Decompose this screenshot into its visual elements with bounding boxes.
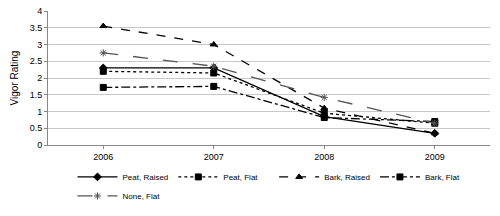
svg-text:Vigor Rating: Vigor Rating <box>9 51 20 106</box>
svg-text:1.5: 1.5 <box>30 90 43 100</box>
svg-text:4: 4 <box>37 6 42 16</box>
svg-text:2.5: 2.5 <box>30 56 43 66</box>
svg-text:2006: 2006 <box>93 152 113 162</box>
svg-text:1: 1 <box>37 107 42 117</box>
svg-text:2007: 2007 <box>204 152 224 162</box>
svg-text:2009: 2009 <box>425 152 445 162</box>
svg-text:None, Flat: None, Flat <box>123 192 161 201</box>
svg-text:Bark, Flat: Bark, Flat <box>425 173 460 182</box>
svg-text:Peat, Flat: Peat, Flat <box>223 173 258 182</box>
svg-text:2: 2 <box>37 73 42 83</box>
svg-text:2008: 2008 <box>314 152 334 162</box>
svg-text:Peat, Raised: Peat, Raised <box>123 173 169 182</box>
svg-text:0.5: 0.5 <box>30 123 43 133</box>
svg-text:Bark, Raised: Bark, Raised <box>324 173 370 182</box>
svg-text:3: 3 <box>37 40 42 50</box>
svg-text:0: 0 <box>37 140 42 150</box>
svg-text:3.5: 3.5 <box>30 23 43 33</box>
